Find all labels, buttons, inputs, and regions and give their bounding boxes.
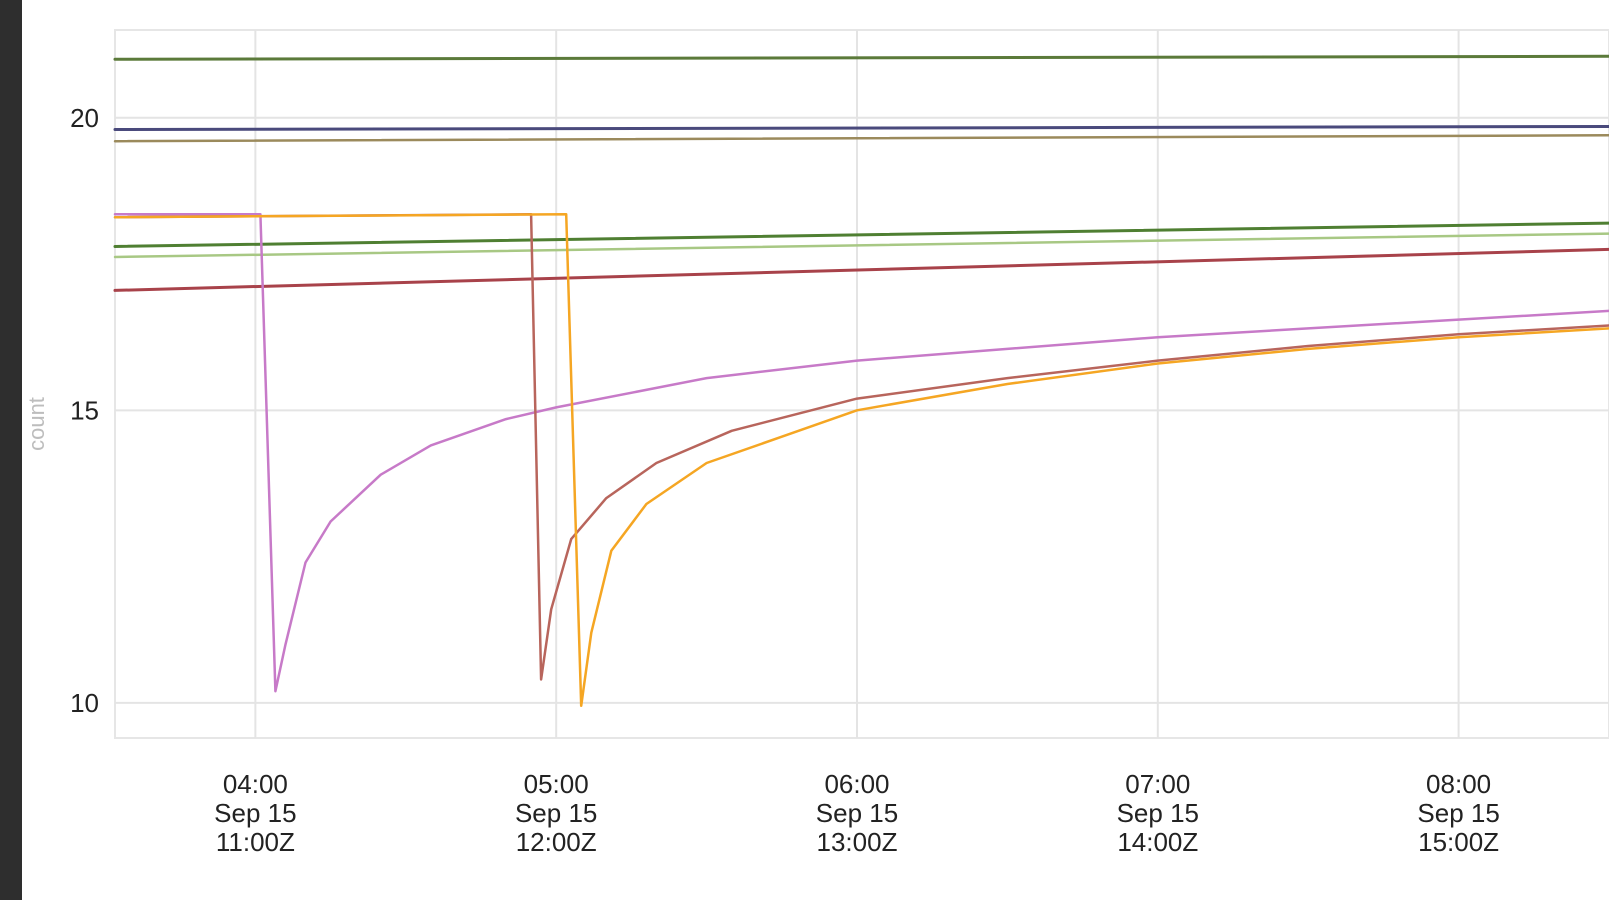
x-tick-label-line: 12:00Z [516, 827, 597, 857]
x-tick-label-line: 05:00 [524, 769, 589, 799]
series-group [113, 54, 1609, 708]
x-tick-label-line: 04:00 [223, 769, 288, 799]
series-line [113, 213, 1609, 681]
y-tick-label: 10 [70, 688, 99, 718]
chart-panel: 10 15 20 04:00 Sep 15 11:00Z 05:00 Sep 15 12:00… [22, 0, 1609, 900]
y-axis-ticks: 10 15 20 [70, 103, 99, 718]
series-line [113, 134, 1609, 143]
x-tick-label-line: 14:00Z [1117, 827, 1198, 857]
x-tick-label-line: Sep 15 [515, 798, 597, 828]
series-line [113, 213, 1609, 708]
x-tick-label-line: 13:00Z [817, 827, 898, 857]
series-line [113, 125, 1609, 131]
y-tick-label: 15 [70, 395, 99, 425]
x-tick-label-line: 15:00Z [1418, 827, 1499, 857]
x-tick-label-line: 07:00 [1125, 769, 1190, 799]
x-tick-label-line: Sep 15 [1117, 798, 1199, 828]
plot-background [114, 29, 1609, 739]
x-tick-label-line: 06:00 [824, 769, 889, 799]
series-line [113, 221, 1609, 248]
series-line [113, 213, 1609, 693]
x-tick-label-line: Sep 15 [1417, 798, 1499, 828]
x-tick-label-line: 11:00Z [216, 827, 295, 857]
series-line [113, 54, 1609, 61]
series-line [113, 247, 1609, 292]
x-tick-label-line: Sep 15 [214, 798, 296, 828]
y-tick-label: 20 [70, 103, 99, 133]
x-tick-label-line: 08:00 [1426, 769, 1491, 799]
x-tick-label-line: Sep 15 [816, 798, 898, 828]
y-axis-label: count [24, 397, 49, 451]
series-line [113, 232, 1609, 259]
